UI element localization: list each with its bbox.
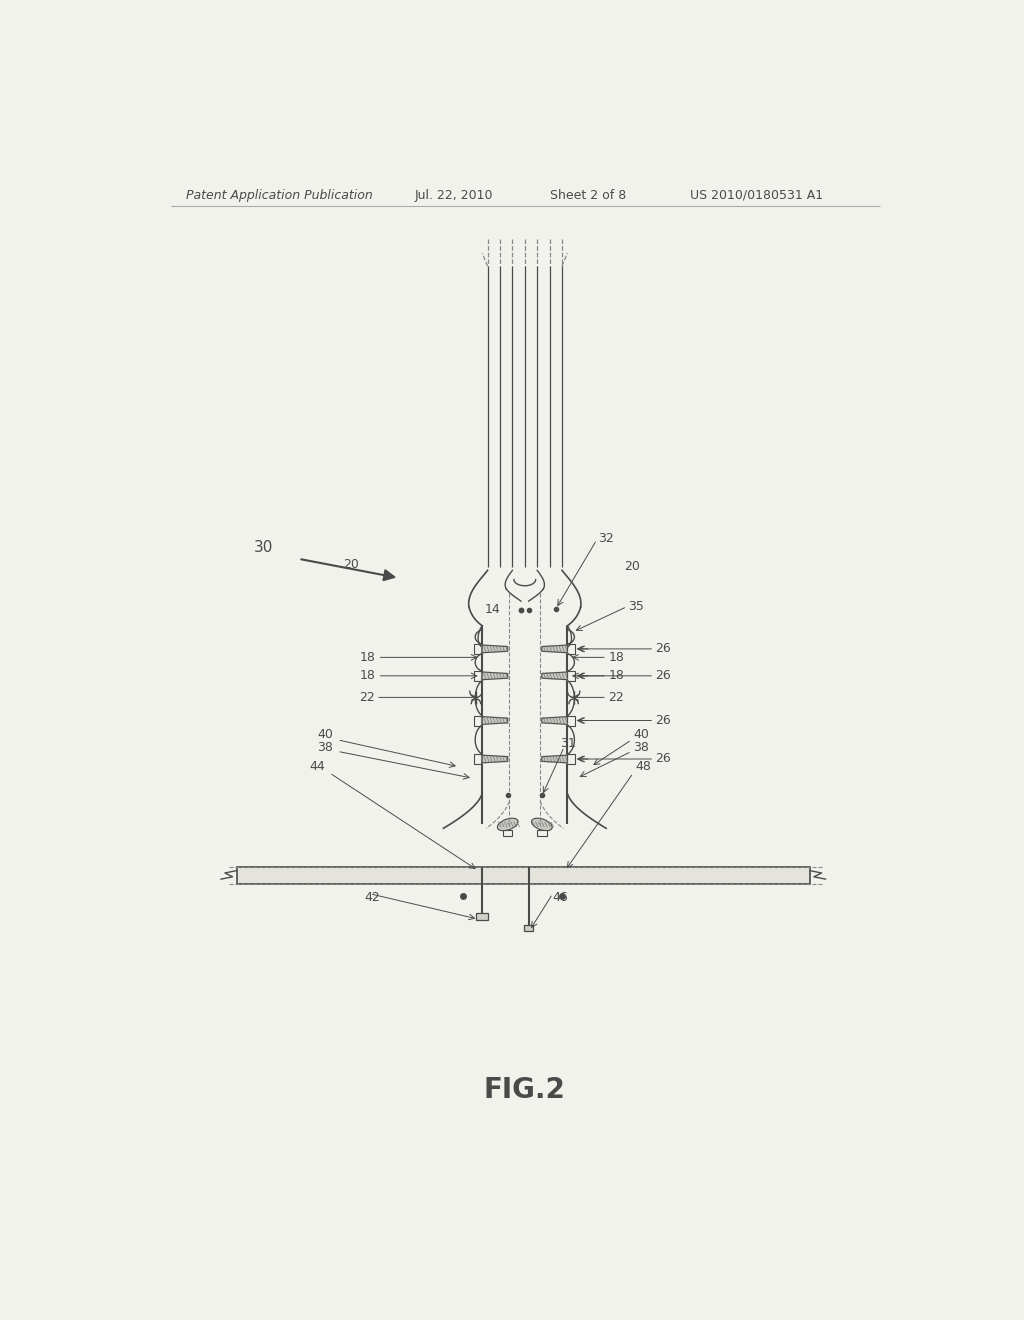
Polygon shape xyxy=(482,755,508,763)
Text: Sheet 2 of 8: Sheet 2 of 8 xyxy=(550,189,627,202)
Bar xyxy=(567,644,575,655)
Bar xyxy=(474,755,482,764)
Bar xyxy=(503,830,512,836)
Bar xyxy=(474,715,482,726)
Polygon shape xyxy=(542,672,567,680)
Text: 18: 18 xyxy=(608,651,625,664)
Text: US 2010/0180531 A1: US 2010/0180531 A1 xyxy=(690,189,823,202)
Text: Jul. 22, 2010: Jul. 22, 2010 xyxy=(415,189,494,202)
Text: 18: 18 xyxy=(360,669,376,682)
Text: 38: 38 xyxy=(633,741,649,754)
Text: 35: 35 xyxy=(628,601,644,612)
Text: 48: 48 xyxy=(636,760,651,774)
Bar xyxy=(474,644,482,655)
Text: 40: 40 xyxy=(633,727,649,741)
Text: 26: 26 xyxy=(655,643,671,656)
Text: 46: 46 xyxy=(553,891,568,904)
Text: 22: 22 xyxy=(358,690,375,704)
Polygon shape xyxy=(482,717,508,725)
Text: 44: 44 xyxy=(310,760,326,774)
Text: 31: 31 xyxy=(560,737,577,750)
Text: 26: 26 xyxy=(655,752,671,766)
Text: 14: 14 xyxy=(484,603,501,616)
Text: FIG.2: FIG.2 xyxy=(484,1076,565,1104)
Text: 20: 20 xyxy=(624,560,640,573)
Text: 42: 42 xyxy=(365,891,380,904)
Polygon shape xyxy=(542,717,567,725)
Text: 18: 18 xyxy=(360,651,376,664)
Text: 38: 38 xyxy=(317,741,334,754)
Bar xyxy=(237,867,810,884)
Bar xyxy=(474,671,482,681)
Text: Patent Application Publication: Patent Application Publication xyxy=(186,189,373,202)
Text: 30: 30 xyxy=(254,540,273,554)
Polygon shape xyxy=(542,645,567,653)
Text: 26: 26 xyxy=(655,669,671,682)
Bar xyxy=(538,830,547,836)
Bar xyxy=(524,924,534,932)
Text: 40: 40 xyxy=(317,727,334,741)
Polygon shape xyxy=(482,645,508,653)
Text: 18: 18 xyxy=(608,669,625,682)
Polygon shape xyxy=(482,672,508,680)
Text: 22: 22 xyxy=(608,690,625,704)
Bar xyxy=(567,755,575,764)
Text: 20: 20 xyxy=(343,558,359,572)
Polygon shape xyxy=(542,755,567,763)
Bar xyxy=(476,913,488,920)
Ellipse shape xyxy=(531,818,552,830)
Ellipse shape xyxy=(498,818,518,830)
Bar xyxy=(567,671,575,681)
Bar xyxy=(567,715,575,726)
Text: 32: 32 xyxy=(598,532,613,545)
Text: 26: 26 xyxy=(655,714,671,727)
